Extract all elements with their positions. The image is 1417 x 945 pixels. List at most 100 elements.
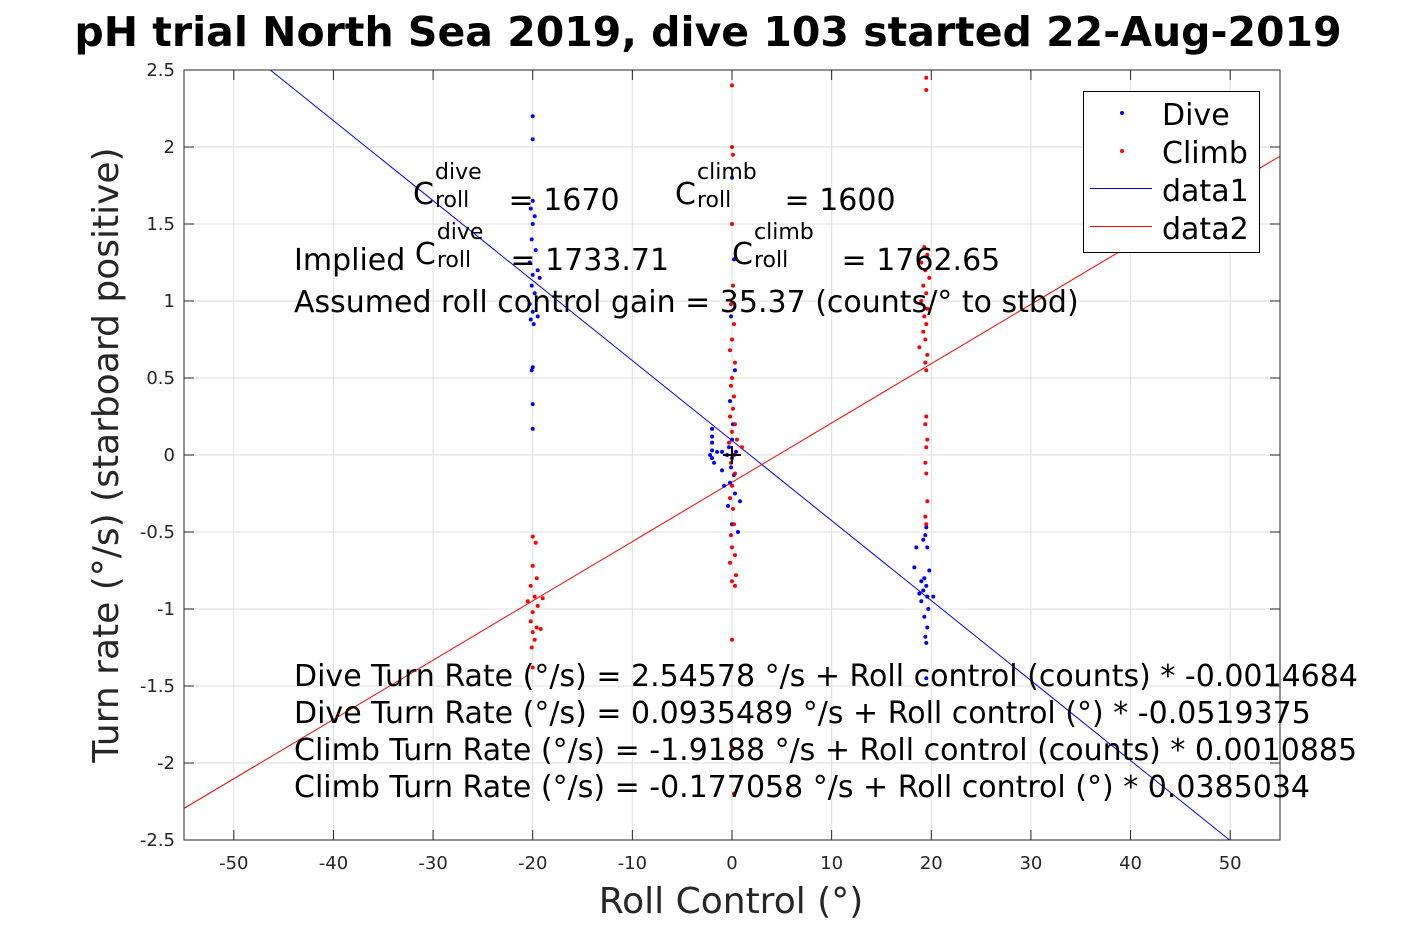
y-tick-label: -1.5 [140,676,175,697]
dive-point [927,568,932,573]
climb-point [925,252,930,257]
climb-point [727,440,732,445]
climb-point [732,360,737,365]
c-dive-sup: dive [435,160,482,185]
dive-point [530,365,535,370]
climb-point [924,522,929,527]
climb-point [731,322,736,327]
c-dive-prefix: C [413,177,434,212]
climb-point [925,352,930,357]
dive-point [925,545,930,550]
dive-point [712,460,717,465]
climb-point [530,630,535,635]
dive-point [925,594,930,599]
dive-point [530,426,535,431]
y-tick-label: 1.5 [146,214,175,235]
c-climb-prefix: C [675,177,696,212]
legend-data1-line [1090,188,1152,189]
dive-point [729,314,734,319]
climb-point [921,329,926,334]
climb-point [732,553,737,558]
dive-point [531,322,536,327]
climb-point [730,83,734,88]
x-tick-label: 50 [1219,853,1242,874]
legend-climb-marker [1120,149,1124,153]
climb-point [919,260,924,265]
center-mark [723,446,741,464]
dive-point [530,114,535,119]
dive-point [732,368,737,373]
implied-dive-value: = 1733.71 [500,243,670,278]
dive-point [533,248,538,253]
climb-point [921,283,926,288]
dive-point [921,537,926,542]
climb-point [533,540,538,545]
legend-item-climb: Climb [1084,132,1259,171]
climb-point [730,152,735,157]
x-tick-label: -40 [319,853,348,874]
climb-point [924,445,929,450]
climb-point [728,560,733,565]
x-tick-label: 20 [920,853,943,874]
climb-point [924,414,929,419]
dive-point [924,640,929,645]
dive-point [532,291,537,296]
dive-point [710,456,715,461]
climb-point [927,275,932,280]
climb-point [732,471,737,476]
climb-point [924,368,929,373]
dive-point [727,445,732,450]
climb-point [730,145,734,149]
dive-point [530,309,535,314]
dive-point [715,449,720,454]
dive-point [537,275,542,280]
dive-point [926,607,931,611]
climb-point [530,563,535,568]
fit-line-data2 [184,155,1280,809]
dive-point [924,676,929,681]
x-tick-label: 10 [820,853,843,874]
dive-point [730,175,734,180]
implied-climb-prefix: C [732,237,753,272]
data-points [525,75,936,796]
dive-point [722,483,727,488]
equation-4: Climb Turn Rate (°/s) = -0.177058 °/s + … [294,770,1310,805]
dive-point [720,468,725,473]
climb-point [739,445,744,450]
climb-point [925,499,930,504]
dive-point [527,260,532,265]
dive-point [530,402,535,407]
climb-point [925,437,930,442]
dive-point [931,594,936,599]
climb-point [919,299,924,303]
gain-annotation: Assumed roll control gain = 35.37 (count… [294,285,1079,320]
dive-point [710,434,715,439]
climb-point [732,583,737,588]
dive-point [737,499,742,504]
dive-point [921,588,926,593]
legend-item-data2: data2 [1084,208,1259,247]
dive-point [922,614,927,619]
climb-point [728,496,733,501]
climb-point [731,791,736,796]
equation-1: Dive Turn Rate (°/s) = 2.54578 °/s + Rol… [294,659,1358,694]
y-tick-label: -1 [157,599,175,620]
climb-point [730,745,734,750]
y-tick-label: -0.5 [140,522,175,543]
y-tick-label: 2 [164,137,175,158]
climb-point [917,345,922,350]
x-tick-label: -50 [219,853,248,874]
climb-point [729,383,734,388]
climb-point [730,337,734,342]
dive-point [728,399,733,404]
climb-point [731,394,736,399]
y-tick-label: 0 [164,445,175,466]
dive-point [530,272,535,277]
climb-point [728,414,733,419]
climb-point [525,599,530,604]
y-tick-labels: -2.5 -2 -1.5 -1 -0.5 0 0.5 1 1.5 2 2.5 [140,60,175,851]
climb-point [538,627,543,632]
